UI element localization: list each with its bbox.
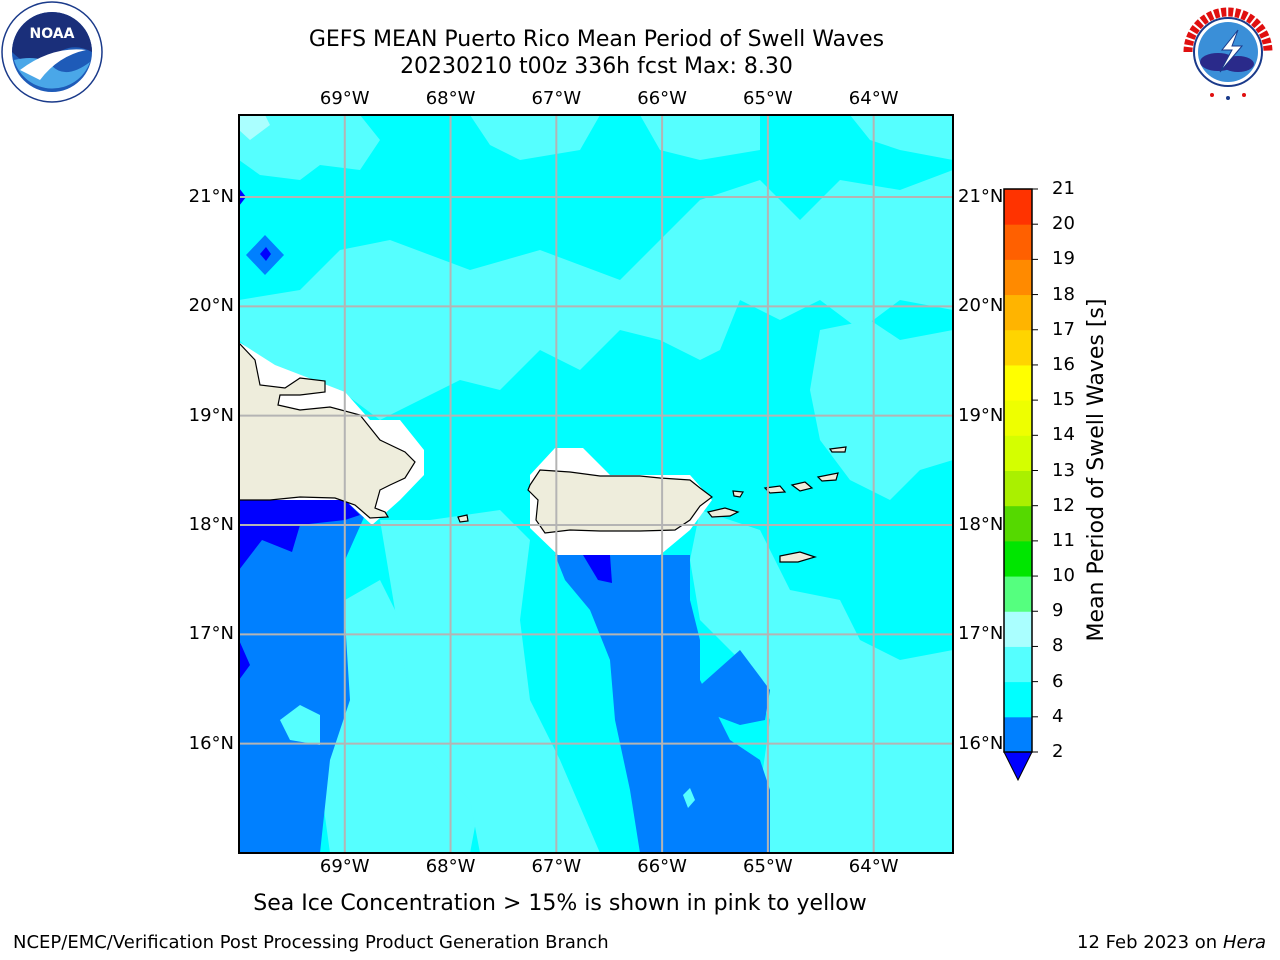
date-text: 12 Feb 2023 on <box>1077 932 1218 953</box>
credit-line: NCEP/EMC/Verification Post Processing Pr… <box>13 932 609 953</box>
noaa-logo: NOAA <box>1 1 103 103</box>
lon-tick-label: 69°W <box>319 88 370 109</box>
lat-tick-label: 17°N <box>188 623 234 645</box>
colorbar-tick-label: 19 <box>1052 248 1075 270</box>
lon-tick-label: 69°W <box>319 856 370 877</box>
colorbar-tick-label: 18 <box>1052 283 1075 305</box>
gridlines <box>239 115 953 853</box>
colorbar-tick-label: 15 <box>1052 389 1075 411</box>
contour-8-9 <box>239 115 270 140</box>
lon-tick-label: 64°W <box>848 856 899 877</box>
host-name: Hera <box>1222 932 1266 953</box>
colorbar-tick-label: 16 <box>1052 353 1075 375</box>
date-line: 12 Feb 2023 on Hera <box>1077 933 1266 953</box>
colorbar-tick-label: 4 <box>1052 705 1064 727</box>
swell-period-field <box>239 115 953 853</box>
colorbar-tick-label: 2 <box>1052 741 1064 762</box>
map-title: GEFS MEAN Puerto Rico Mean Period of Swe… <box>308 27 885 52</box>
lon-tick-label: 65°W <box>743 856 793 877</box>
lon-tick-label: 66°W <box>637 856 687 877</box>
lon-tick-label: 66°W <box>637 88 687 109</box>
lat-tick-label: 21°N <box>958 186 1004 207</box>
land <box>239 342 847 563</box>
colorbar-tick-label: 13 <box>1052 459 1075 481</box>
lat-tick-label: 18°N <box>958 514 1004 535</box>
hispaniola <box>239 342 416 519</box>
sea-ice-note: Sea Ice Concentration > 15% is shown in … <box>253 891 867 916</box>
lon-tick-label: 68°W <box>425 856 476 877</box>
lat-tick-label: 19°N <box>188 404 234 426</box>
colorbar-tick-label: 14 <box>1052 424 1075 446</box>
colorbar-tick-label: 11 <box>1052 529 1075 551</box>
lat-tick-label: 17°N <box>958 623 1004 645</box>
colorbar-label: Mean Period of Swell Waves [s] <box>1084 298 1109 642</box>
lon-tick-label: 67°W <box>531 88 582 109</box>
svg-text:NOAA: NOAA <box>30 26 75 42</box>
colorbar-tick-label: 20 <box>1052 213 1075 235</box>
lat-tick-label: 16°N <box>188 732 234 754</box>
lat-tick-label: 20°N <box>958 295 1004 317</box>
map-subtitle: 20230210 t00z 336h fcst Max: 8.30 <box>400 54 793 79</box>
lat-tick-label: 19°N <box>958 404 1004 426</box>
contour-4-6-inner <box>280 705 695 808</box>
lat-tick-label: 16°N <box>958 732 1004 754</box>
lat-tick-label: 21°N <box>188 186 234 207</box>
lon-tick-label: 67°W <box>531 856 582 877</box>
lat-tick-label: 20°N <box>188 295 234 317</box>
colorbar-tick-label: 9 <box>1052 600 1064 622</box>
colorbar-tick-label: 10 <box>1052 565 1075 587</box>
map-frame <box>238 114 954 854</box>
contour-under-2 <box>239 188 612 680</box>
colorbar-tick-label: 17 <box>1052 318 1075 340</box>
lon-tick-label: 64°W <box>848 88 899 109</box>
nws-logo <box>1178 2 1278 102</box>
lon-tick-label: 68°W <box>425 88 476 109</box>
lon-tick-label: 65°W <box>743 88 793 109</box>
puerto-rico <box>527 469 713 534</box>
lat-tick-label: 18°N <box>188 514 234 535</box>
colorbar-tick-label: 8 <box>1052 635 1064 657</box>
colorbar-tick-label: 6 <box>1052 670 1064 692</box>
colorbar-tick-label: 21 <box>1052 178 1075 199</box>
colorbar-tick-label: 12 <box>1052 494 1075 516</box>
